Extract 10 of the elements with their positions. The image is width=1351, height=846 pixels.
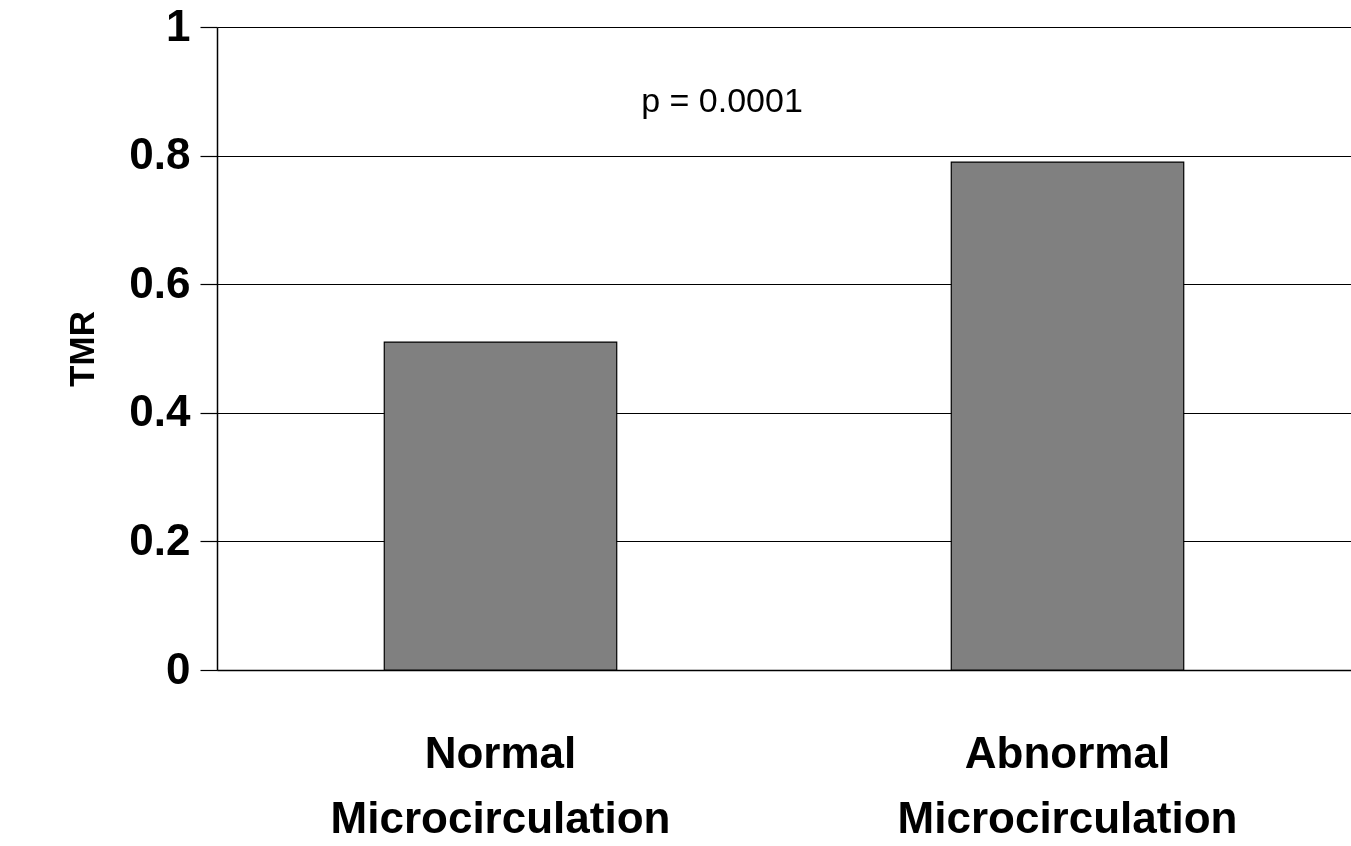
x-tick-label: Normal Microcirculation: [330, 727, 671, 842]
y-tick-label: 0: [166, 643, 191, 693]
y-tick-label: 0.2: [129, 514, 191, 564]
y-tick-label: 0.8: [129, 129, 191, 179]
x-tick-label: Abnormal Microcirculation: [897, 727, 1238, 842]
y-axis-title: TMR: [62, 311, 102, 387]
y-tick-label: 0.6: [129, 257, 191, 307]
annotation: p = 0.0001: [641, 81, 803, 119]
y-tick-label: 0.4: [129, 386, 192, 436]
y-tick-label: 1: [166, 0, 191, 50]
